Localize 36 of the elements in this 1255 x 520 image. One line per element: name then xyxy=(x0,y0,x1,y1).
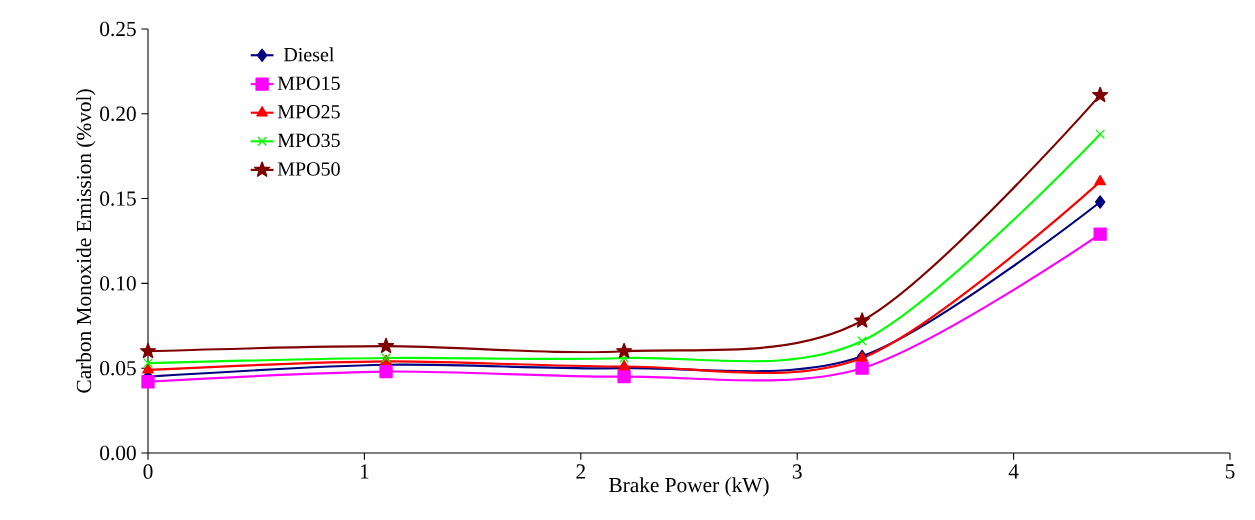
legend-label: MPO15 xyxy=(277,76,340,90)
point xyxy=(379,364,393,379)
point xyxy=(618,359,630,371)
x-tick-label: 0 xyxy=(143,464,153,479)
legend-label: MPO25 xyxy=(277,105,340,119)
legend-label: MPO35 xyxy=(277,133,340,148)
y-axis-title: Carbon Monoxide Emission (%vol) xyxy=(76,89,96,393)
point xyxy=(1095,129,1106,140)
y-tick-label: 0.10 xyxy=(100,276,136,291)
y-tick-label: 0.05 xyxy=(100,360,136,376)
x-tick-label: 1 xyxy=(360,464,369,479)
point xyxy=(857,336,868,346)
point xyxy=(1094,195,1106,209)
x-tick-label: 4 xyxy=(1008,464,1019,479)
legend-label: Diesel xyxy=(283,47,335,62)
legend-label: MPO50 xyxy=(277,162,340,176)
point xyxy=(143,358,153,369)
x-tick-label: 3 xyxy=(792,464,802,479)
point xyxy=(617,370,631,384)
point xyxy=(142,363,154,374)
y-tick-label: 0.00 xyxy=(100,445,136,461)
point xyxy=(377,337,395,354)
x-tick-label: 2 xyxy=(576,464,585,479)
x-tick-label: 5 xyxy=(1225,464,1235,479)
y-tick-label: 0.20 xyxy=(100,106,136,122)
point xyxy=(854,312,871,328)
y-tick-label: 0.25 xyxy=(100,21,136,37)
point xyxy=(1093,227,1107,241)
point xyxy=(855,361,869,375)
x-axis-title: Brake Power (kW) xyxy=(609,477,769,497)
point xyxy=(141,375,155,389)
point xyxy=(139,342,157,359)
point xyxy=(616,342,633,359)
y-tick-label: 0.15 xyxy=(100,191,136,206)
point xyxy=(1092,86,1109,103)
point xyxy=(1094,174,1107,186)
